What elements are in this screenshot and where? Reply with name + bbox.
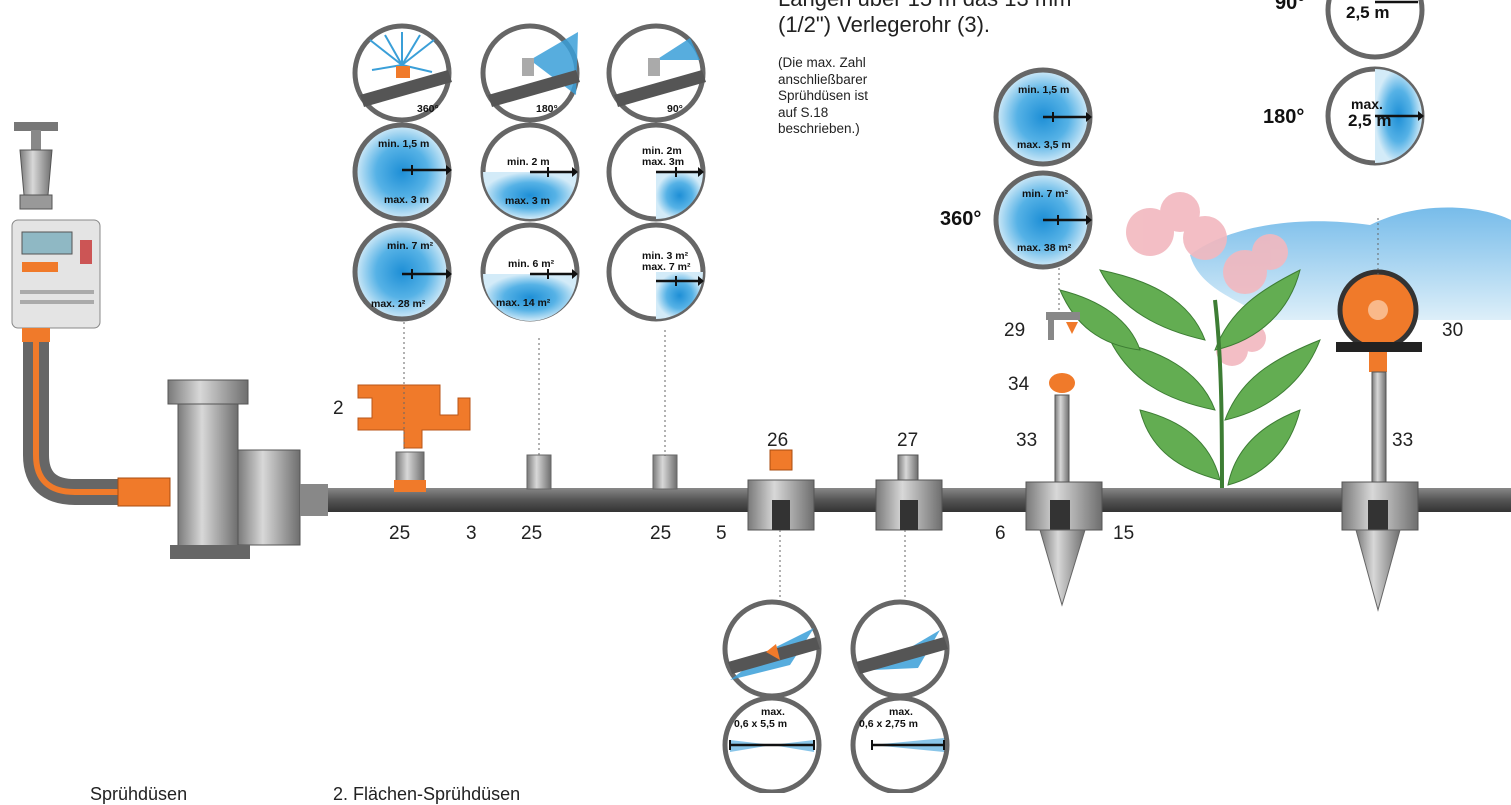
circle-180-area bbox=[480, 222, 580, 322]
right-angle-90: 90° bbox=[1275, 0, 1306, 14]
note-line: anschließbarer bbox=[778, 71, 868, 87]
area-min-180: min. 6 m² bbox=[508, 258, 555, 270]
strip26-size: 0,6 x 5,5 m bbox=[734, 718, 788, 730]
part-number: 30 bbox=[1442, 320, 1464, 341]
riser-dist-max: max. 3,5 m bbox=[1017, 139, 1071, 151]
water-tap bbox=[14, 122, 58, 210]
circle-riser-distance bbox=[993, 67, 1093, 167]
riser-area-min: min. 7 m² bbox=[1022, 188, 1069, 200]
area-max-360: max. 28 m² bbox=[371, 298, 426, 310]
footer-right: 2. Flächen-Sprühdüsen bbox=[333, 784, 521, 804]
part-number: 25 bbox=[650, 523, 672, 544]
part-number: 27 bbox=[897, 430, 919, 451]
dist-max-360: max. 3 m bbox=[384, 194, 429, 206]
circle-180-distance bbox=[480, 122, 580, 222]
note-line: Sprühdüsen ist bbox=[778, 88, 869, 103]
angle-label-360: 360° bbox=[417, 103, 439, 115]
area-min-90: min. 3 m² bbox=[642, 250, 689, 262]
footnote: (Die max. Zahl anschließbarer Sprühdüsen… bbox=[778, 55, 918, 138]
part-number: 25 bbox=[521, 523, 543, 544]
connector-27 bbox=[875, 454, 943, 531]
circle-strip26-spray bbox=[722, 599, 822, 699]
area-min-360: min. 7 m² bbox=[387, 240, 434, 252]
note-line: auf S.18 bbox=[778, 104, 829, 120]
nozzle-90-fitting bbox=[652, 454, 678, 490]
nozzle-360-fitting bbox=[357, 384, 471, 492]
circle-strip26-area bbox=[722, 695, 822, 793]
area-max-90: max. 7 m² bbox=[642, 261, 691, 273]
riser-right bbox=[1336, 269, 1422, 612]
part-number: 2 bbox=[333, 398, 344, 419]
part-number: 5 bbox=[716, 523, 727, 544]
dist-max-180: max. 3 m bbox=[505, 195, 550, 207]
intro-line-2: (1/2") Verlegerohr (3). bbox=[778, 12, 991, 37]
part-number: 33 bbox=[1016, 430, 1038, 451]
circle-360-area bbox=[352, 222, 452, 322]
circle-right-90 bbox=[1325, 0, 1425, 60]
angle-label-180: 180° bbox=[536, 103, 558, 115]
strip26-max: max. bbox=[761, 706, 785, 718]
circle-180-spray bbox=[480, 23, 580, 123]
angle-label-90: 90° bbox=[667, 103, 683, 115]
note-line: beschrieben.) bbox=[778, 121, 860, 136]
riser-left bbox=[1025, 312, 1103, 607]
dist-min-90: min. 2m bbox=[642, 145, 682, 157]
circle-360-distance bbox=[352, 122, 452, 222]
part-number: 33 bbox=[1392, 430, 1414, 451]
part-number: 6 bbox=[995, 523, 1006, 544]
right-angle-180: 180° bbox=[1263, 106, 1305, 128]
part-number: 26 bbox=[767, 430, 789, 451]
plant-leaves bbox=[1059, 269, 1321, 496]
intro-line-1: Längen über 15 m das 13 mm bbox=[778, 0, 1072, 12]
circle-90-distance bbox=[606, 122, 706, 222]
right-dist-top: 2,5 m bbox=[1346, 3, 1390, 22]
riser-dist-min: min. 1,5 m bbox=[1018, 84, 1070, 96]
circle-90-area bbox=[606, 222, 706, 322]
intro-text: Längen über 15 m das 13 mm (1/2") Verleg… bbox=[778, 0, 1072, 38]
part-number: 25 bbox=[389, 523, 411, 544]
pressure-reducer bbox=[167, 379, 301, 559]
circle-riser-area bbox=[993, 170, 1093, 270]
strip27-size: 0,6 x 2,75 m bbox=[859, 718, 918, 730]
supply-hose bbox=[22, 328, 171, 507]
circle-strip27-spray bbox=[850, 599, 950, 699]
part-number: 15 bbox=[1113, 523, 1135, 544]
connector-26 bbox=[747, 449, 815, 531]
right-max-mid: max. bbox=[1351, 96, 1383, 112]
riser-angle-360: 360° bbox=[940, 208, 982, 230]
strip27-max: max. bbox=[889, 706, 913, 718]
irrigation-computer bbox=[11, 219, 101, 329]
nozzle-180-fitting bbox=[526, 454, 552, 490]
circle-strip27-area bbox=[850, 695, 950, 793]
dist-min-360: min. 1,5 m bbox=[378, 138, 430, 150]
riser-area-max: max. 38 m² bbox=[1017, 242, 1072, 254]
circle-right-180 bbox=[1325, 66, 1425, 166]
part-number: 29 bbox=[1004, 320, 1026, 341]
footer-left: Sprühdüsen bbox=[90, 784, 188, 804]
right-dist-mid: 2,5 m bbox=[1348, 111, 1392, 130]
note-line: (Die max. Zahl bbox=[778, 55, 866, 70]
dist-min-180: min. 2 m bbox=[507, 156, 550, 168]
circle-90-spray bbox=[606, 23, 706, 123]
part-number: 3 bbox=[466, 523, 477, 544]
area-max-180: max. 14 m² bbox=[496, 297, 551, 309]
part-number: 34 bbox=[1008, 374, 1030, 395]
circle-360-spray bbox=[352, 23, 452, 123]
dist-max-90: max. 3m bbox=[642, 156, 685, 168]
